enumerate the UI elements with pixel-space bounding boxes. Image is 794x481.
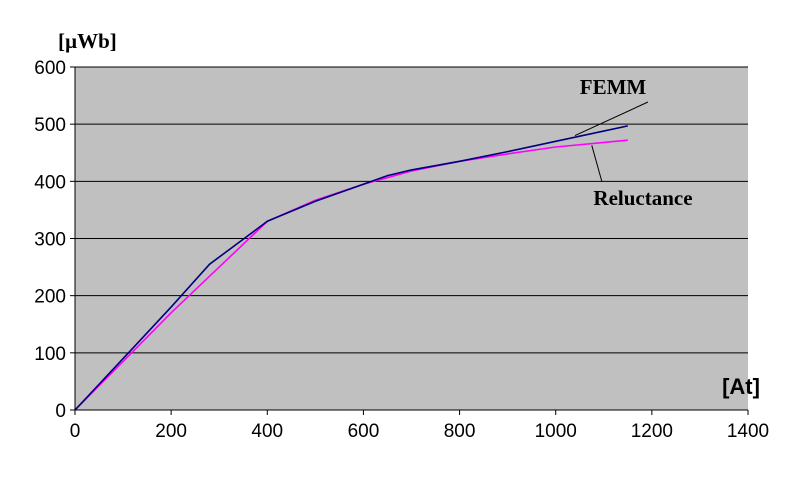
y-tick-label-0: 0 (55, 401, 66, 422)
x-tick-label-600: 600 (348, 421, 380, 442)
y-tick-label-500: 500 (34, 115, 66, 136)
x-tick-label-1200: 1200 (631, 421, 673, 442)
y-axis-unit-label: [µWb] (58, 29, 117, 53)
x-tick-label-200: 200 (155, 421, 187, 442)
y-tick-label-200: 200 (34, 287, 66, 308)
x-axis-unit-label: [At] (722, 374, 760, 399)
reluctance-annotation: Reluctance (593, 186, 692, 210)
axis-ticks (70, 66, 749, 415)
x-tick-label-1400: 1400 (727, 421, 769, 442)
annotations: FEMM Reluctance (574, 75, 693, 210)
series-lines (74, 125, 628, 411)
y-tick-label-100: 100 (34, 344, 66, 365)
tick-labels: 0 100 200 300 400 500 600 0 200 400 600 800 1000 1200… (34, 58, 769, 442)
grid-lines (75, 66, 748, 354)
y-tick-label-400: 400 (34, 172, 66, 193)
x-tick-label-400: 400 (251, 421, 283, 442)
femm-annotation: FEMM (580, 75, 647, 99)
x-tick-label-1000: 1000 (535, 421, 577, 442)
x-tick-label-800: 800 (444, 421, 476, 442)
femm-leader-line (574, 101, 649, 137)
y-tick-label-300: 300 (34, 230, 66, 251)
x-tick-label-0: 0 (70, 421, 81, 442)
series-line-femm (74, 125, 628, 411)
y-tick-label-600: 600 (34, 58, 66, 79)
reluctance-leader-line (591, 145, 603, 183)
